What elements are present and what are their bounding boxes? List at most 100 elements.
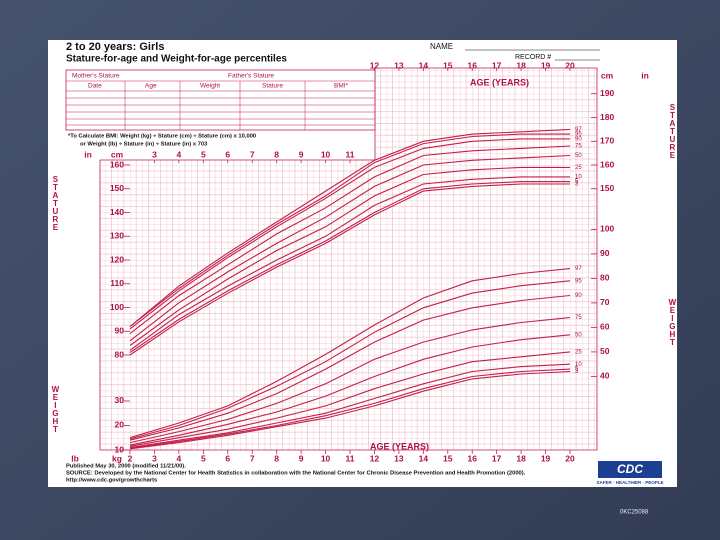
curve-label: 25 [575,350,582,356]
x-tick-label: 5 [201,453,206,463]
curve-label: 5 [575,367,579,373]
x-tick-label: 3 [152,149,157,159]
percentile-curve [129,351,571,447]
y-tick-label: 40 [600,371,610,381]
x-tick-label: 18 [516,60,526,70]
y-tick-label: 70 [600,297,610,307]
table-column: Date [88,83,102,90]
y-tick-label: 100 [600,224,614,234]
percentile-curve [129,138,570,330]
y-tick-label: 150 [600,183,614,193]
unit-label: in [84,149,92,159]
percentile-curve [129,370,571,450]
x-tick-label: 18 [516,453,526,463]
y-tick-label: 80 [600,273,610,283]
unit-label: cm [601,70,614,80]
curve-label: 50 [575,153,582,159]
record-table [65,69,376,131]
x-tick-label: 19 [541,60,551,70]
y-tick-label: 60 [600,322,610,332]
name-label: NAME [430,42,453,51]
y2-axis-title: WEIGHT [668,298,677,346]
x-tick-label: 10 [321,453,331,463]
y-tick-label: 130 [110,231,124,241]
bmi-note: or Weight (lb) ÷ Stature (in) ÷ Stature … [80,142,208,148]
curve-label: 25 [575,165,582,171]
percentile-curve [129,363,571,449]
y-tick-label: 110 [110,278,124,288]
y-tick-label: 90 [115,326,125,336]
curve-label: 97 [575,266,582,272]
percentile-curve [129,368,571,449]
x-tick-label: 17 [492,60,502,70]
curve-label: 97 [575,127,582,133]
record-table-lines [66,80,375,130]
curve-label: 10 [575,174,582,180]
percentile-curve [129,317,571,444]
y-tick-label: 10 [115,444,125,454]
curve-label: 50 [575,332,582,338]
table-header: Mother's Stature [72,73,120,80]
y-tick-label: 180 [600,112,614,122]
percentile-curve [129,154,571,342]
x-tick-label: 3 [152,453,157,463]
x-tick-label: 6 [225,149,230,159]
x-tick-label: 14 [419,60,429,70]
x-tick-label: 14 [419,453,429,463]
curve-label: 5 [575,179,579,185]
percentile-curve [129,181,570,354]
x-tick-label: 8 [274,453,279,463]
y-tick-label: 80 [115,349,125,359]
x-tick-label: 15 [443,453,453,463]
chart-subtitle: Stature-for-age and Weight-for-age perce… [66,54,287,65]
x-tick-label: 11 [346,149,355,159]
x-tick-label: 9 [299,149,304,159]
curve-label: 95 [575,132,582,138]
cdc-logo [598,461,662,478]
y-tick-label: 20 [115,420,125,430]
x-tick-label: 11 [346,453,355,463]
percentile-curve [129,176,570,351]
y-tick-label: 100 [110,302,124,312]
x-tick-label: 6 [225,453,230,463]
percentile-curve [129,133,570,327]
x-tick-label: 16 [467,60,477,70]
curve-label: 90 [575,293,582,299]
x-tick-label: 12 [370,60,380,70]
x-tick-label: 7 [250,149,255,159]
y2-axis-title: WEIGHT [51,385,60,433]
percentile-curve [129,183,570,356]
cdc-tagline: SAFER · HEALTHIER · PEOPLE [597,480,664,485]
slide-code: 0KC25088 [620,510,649,516]
x-tick-label: 10 [321,149,331,159]
x-tick-label: 16 [467,453,477,463]
x-tick-label: 15 [443,60,453,70]
y-tick-label: 140 [110,207,124,217]
footer-note: http://www.cdc.gov/growthcharts [66,478,157,484]
x-tick-label: 13 [394,60,404,70]
percentile-curve [129,280,571,440]
curve-label: 75 [575,144,582,150]
x-axis-title: AGE (YEARS) [470,77,529,87]
x-tick-label: 9 [299,453,304,463]
curve-label: 3 [575,369,579,375]
y-tick-label: 160 [110,159,124,169]
table-column: Weight [200,83,220,90]
y-axis-title: STATURE [51,175,60,231]
x-tick-label: 5 [201,149,206,159]
table-column: BMI* [334,83,349,90]
table-header: Father's Stature [228,73,274,80]
unit-label: lb [71,453,79,463]
x-tick-label: 7 [250,453,255,463]
footer-note: Published May 30, 2000 (modified 11/21/0… [66,464,186,470]
x-tick-label: 2 [128,453,133,463]
y-axis-title: STATURE [668,103,677,159]
y-tick-label: 150 [110,183,124,193]
bmi-note: *To Calculate BMI: Weight (kg) ÷ Stature… [68,134,256,140]
x-tick-label: 17 [492,453,502,463]
percentile-curve [129,128,571,327]
record-label: RECORD # [515,54,551,61]
x-tick-label: 19 [541,453,551,463]
x-tick-label: 13 [394,453,404,463]
